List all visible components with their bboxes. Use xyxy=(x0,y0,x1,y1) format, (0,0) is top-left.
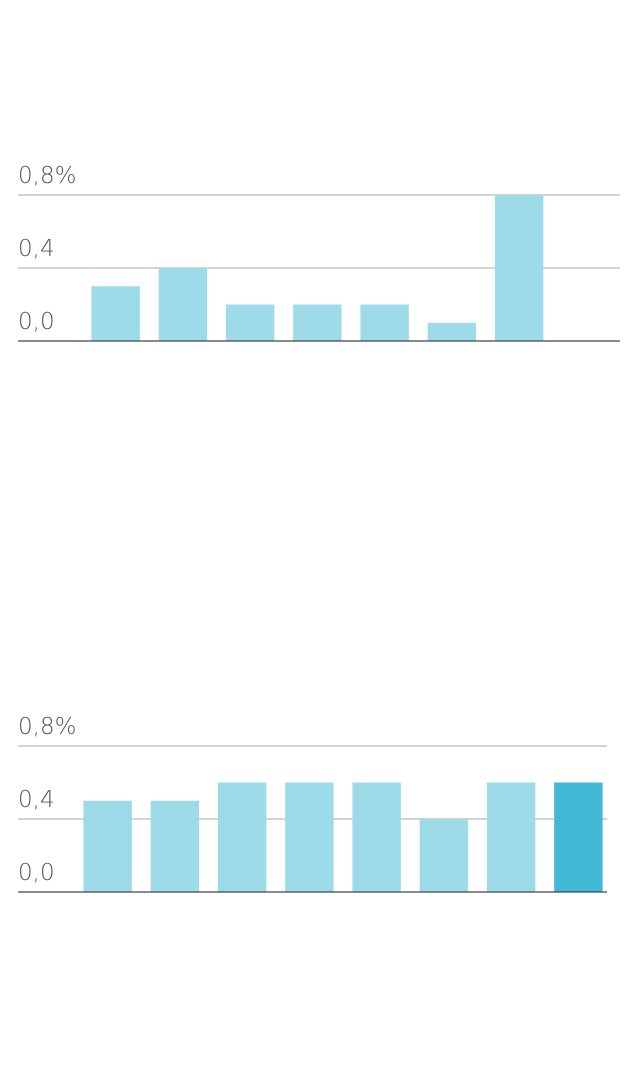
bar xyxy=(83,800,132,892)
y-tick-label: 0,8% xyxy=(18,714,76,740)
bar xyxy=(158,268,208,341)
bar xyxy=(494,195,544,341)
bar xyxy=(217,782,267,892)
bar xyxy=(352,782,401,892)
y-tick-label: 0,4 xyxy=(18,236,55,262)
y-tick-label: 0,4 xyxy=(18,787,55,813)
y-tick-label: 0,8% xyxy=(18,163,76,189)
y-tick-label: 0,0 xyxy=(18,860,55,886)
bar xyxy=(554,782,603,892)
bar xyxy=(419,819,469,892)
bar xyxy=(225,304,275,341)
bar xyxy=(293,304,342,341)
y-tick-label: 0,0 xyxy=(18,309,55,335)
bar xyxy=(486,782,536,892)
bar xyxy=(150,800,200,892)
bar xyxy=(91,286,140,341)
bar xyxy=(285,782,334,892)
bar xyxy=(427,322,477,341)
bar xyxy=(360,304,409,341)
